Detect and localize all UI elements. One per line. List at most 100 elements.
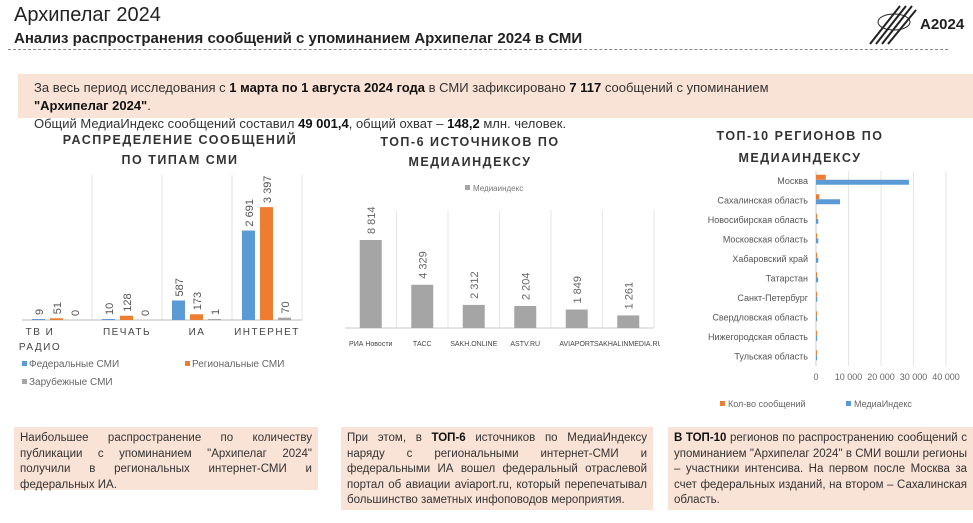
bar: [816, 316, 818, 322]
note-box-1: Наибольшее распространение по количеству…: [14, 427, 318, 491]
bar: [411, 284, 434, 328]
logo: A2024: [860, 2, 970, 46]
category-label: Хабаровский край: [732, 254, 808, 264]
bar: [617, 315, 640, 328]
bar: [514, 305, 537, 328]
legend-swatch: [22, 379, 27, 384]
category-label: РАДИО: [19, 342, 61, 353]
category-label: Татарстан: [766, 273, 808, 283]
category-label: SAKH.ONLINE: [450, 341, 497, 348]
category-label: Сахалинская область: [717, 195, 808, 205]
logo-text: A2024: [920, 16, 965, 33]
data-label: 0: [70, 310, 82, 316]
page-subtitle: Анализ распространения сообщений с упоми…: [14, 30, 583, 47]
bar: [359, 240, 382, 328]
bar: [816, 291, 817, 297]
bar: [120, 315, 133, 320]
page-title: Архипелаг 2024: [14, 4, 161, 26]
bar: [190, 314, 203, 320]
category-label: ТВ И: [26, 327, 55, 338]
data-label: 587: [174, 278, 186, 296]
bar: [816, 277, 819, 283]
bar: [50, 318, 63, 320]
note-box-2: При этом, в ТОП-6 источников по МедиаИнд…: [341, 427, 653, 510]
category-label: Московская область: [723, 234, 808, 244]
summary-line-3: Общий МедиаИндекс сообщений составил 49 …: [34, 116, 567, 131]
data-label: 2 204: [520, 272, 532, 300]
category-label: SAKHALINMEDIA.RU: [594, 341, 660, 348]
data-label: 0: [140, 310, 152, 316]
legend-swatch: [465, 185, 470, 190]
bar: [102, 319, 115, 320]
legend-swatch: [185, 361, 190, 366]
divider: [8, 49, 948, 50]
bar: [816, 350, 817, 356]
summary-line-2: "Архипелаг 2024".: [34, 98, 151, 113]
bar: [260, 207, 273, 320]
bar: [816, 252, 817, 258]
bar: [816, 194, 820, 200]
category-label: Свердловская область: [712, 312, 808, 322]
tick-label: 20 000: [867, 372, 895, 382]
legend-label: Федеральные СМИ: [29, 359, 119, 370]
bar: [816, 355, 818, 361]
bar: [32, 319, 45, 320]
data-label: 1: [210, 309, 222, 315]
tick-label: 30 000: [900, 372, 928, 382]
data-label: 173: [192, 292, 204, 310]
data-label: 3 397: [262, 176, 274, 204]
category-label: РИА Новости: [349, 341, 393, 348]
bar: [172, 300, 185, 320]
tick-label: 0: [813, 372, 818, 382]
category-label: Тульская область: [734, 351, 808, 361]
logo-icon: A2024: [869, 5, 965, 45]
bar: [816, 311, 817, 317]
category-label: Санкт-Петербург: [737, 293, 808, 303]
category-label: Нижегородская область: [708, 332, 808, 342]
legend-label: Кол-во сообщений: [728, 399, 806, 409]
legend-label: Региональные СМИ: [192, 359, 284, 370]
summary-band: [18, 74, 973, 118]
tick-label: 10 000: [835, 372, 863, 382]
category-label: ИНТЕРНЕТ: [234, 327, 300, 338]
data-label: 2 691: [244, 199, 256, 227]
bar: [816, 257, 819, 263]
category-label: ПЕЧАТЬ: [103, 327, 151, 338]
bar: [816, 213, 817, 219]
category-label: Новосибирская область: [708, 215, 809, 225]
data-label: 4 329: [417, 251, 429, 279]
category-label: ASTV.RU: [510, 341, 540, 348]
legend-label: МедиаИндекс: [854, 399, 912, 409]
chart3-title: ТОП-10 РЕГИОНОВ ПО МЕДИАИНДЕКСУ: [716, 129, 884, 165]
data-label: 9: [34, 309, 46, 315]
bar: [278, 317, 291, 320]
tick-label: 40 000: [932, 372, 960, 382]
data-label: 128: [122, 293, 134, 311]
data-label: 1 849: [572, 276, 584, 304]
bar: [816, 330, 817, 336]
category-label: Москва: [777, 176, 808, 186]
category-label: ИА: [189, 327, 206, 338]
data-label: 51: [52, 302, 64, 314]
legend-swatch: [22, 361, 27, 366]
data-label: 2 312: [469, 271, 481, 299]
bar: [816, 296, 818, 302]
category-label: AVIAPORT: [559, 341, 594, 348]
legend-swatch: [846, 401, 851, 406]
bar: [242, 230, 255, 320]
data-label: 70: [280, 301, 292, 313]
bar: [816, 335, 818, 341]
bar: [816, 179, 909, 185]
data-label: 1 261: [623, 282, 635, 310]
category-label: ТАСС: [413, 341, 432, 348]
bar: [816, 233, 817, 239]
chart-top6-sources: Медиаиндекс 8 814 РИА Новости 4 329 ТАСС 2 31…: [345, 184, 660, 348]
bar: [816, 238, 819, 244]
bar: [565, 309, 588, 328]
bar: [816, 218, 819, 224]
bar: [816, 199, 841, 205]
chart2-title: ТОП-6 ИСТОЧНИКОВ ПО МЕДИАИНДЕКСУ: [380, 135, 560, 169]
chart-top10-regions: 0 10 000 20 000 30 000 40 000 Москва Сахалинск…: [708, 171, 960, 409]
legend-label: Зарубежные СМИ: [29, 376, 113, 388]
data-label: 10: [104, 303, 116, 315]
